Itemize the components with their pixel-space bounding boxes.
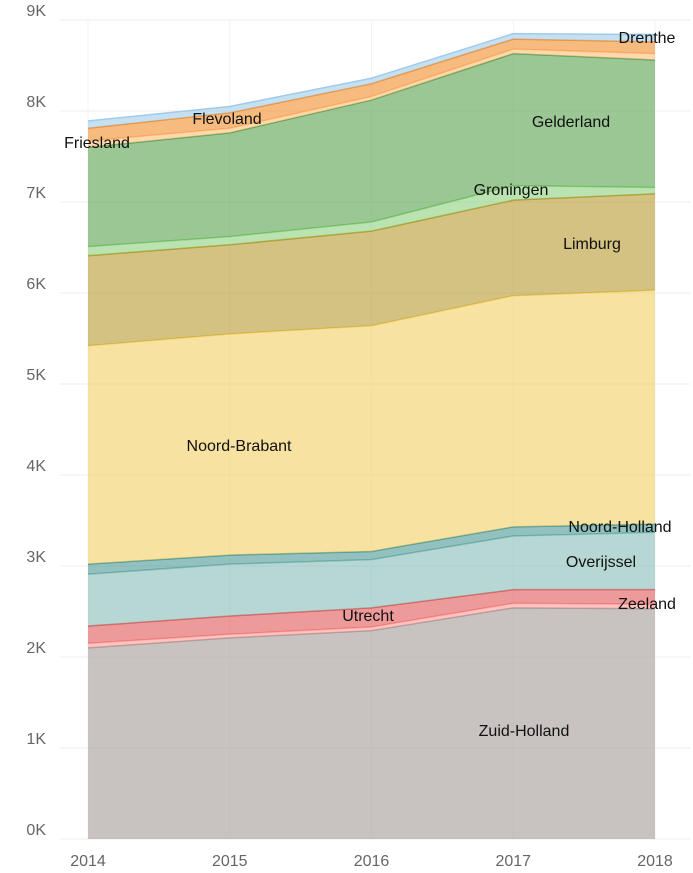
y-tick-label: 3K [26, 549, 46, 566]
x-tick-label: 2016 [354, 853, 390, 870]
x-tick-label: 2018 [637, 853, 673, 870]
series-label: Gelderland [532, 114, 610, 131]
area [88, 39, 655, 142]
series-label: Flevoland [192, 111, 261, 128]
y-tick-label: 4K [26, 458, 46, 475]
series-label: Noord-Holland [568, 519, 671, 536]
y-tick-label: 7K [26, 185, 46, 202]
x-tick-label: 2015 [212, 853, 248, 870]
area [88, 33, 655, 129]
series-label: Overijssel [566, 554, 636, 571]
area [88, 49, 655, 148]
area [88, 524, 655, 575]
series-label: Utrecht [342, 608, 394, 625]
series-label: Groningen [474, 182, 549, 199]
area [88, 193, 655, 346]
y-tick-label: 2K [26, 640, 46, 657]
y-tick-label: 5K [26, 367, 46, 384]
y-tick-label: 8K [26, 94, 46, 111]
area [88, 53, 655, 247]
y-tick-label: 1K [26, 731, 46, 748]
area [88, 532, 655, 627]
series-label: Noord-Brabant [187, 438, 293, 455]
series-label: Zuid-Holland [479, 723, 570, 740]
series-label: Friesland [64, 135, 130, 152]
y-tick-label: 6K [26, 276, 46, 293]
series-label: Drenthe [619, 30, 676, 47]
area [88, 607, 655, 839]
series-label: Limburg [563, 236, 621, 253]
area [88, 185, 655, 256]
y-tick-label: 9K [26, 3, 46, 20]
area [88, 290, 655, 565]
y-tick-label: 0K [26, 822, 46, 839]
area-line [87, 32, 656, 122]
area [88, 589, 655, 644]
x-tick-label: 2014 [70, 853, 106, 870]
x-tick-label: 2017 [495, 853, 531, 870]
series-label: Zeeland [618, 596, 676, 613]
area [88, 603, 655, 648]
